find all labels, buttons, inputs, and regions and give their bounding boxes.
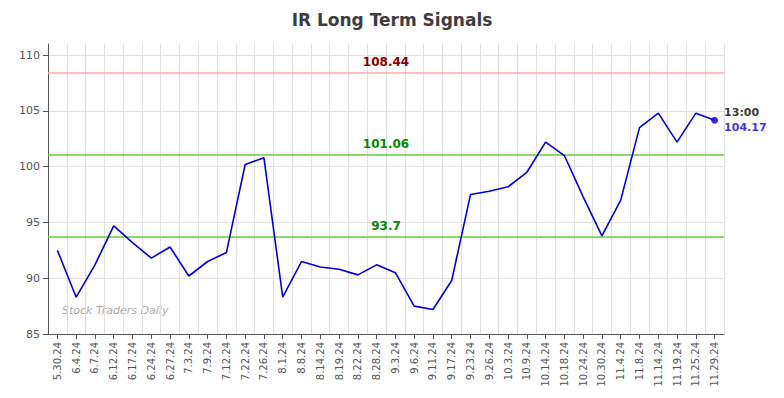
- svg-text:6.17.24: 6.17.24: [127, 342, 138, 380]
- svg-text:13:00: 13:00: [724, 106, 759, 119]
- svg-text:9.3.24: 9.3.24: [390, 342, 401, 374]
- svg-text:10.3.24: 10.3.24: [503, 342, 514, 380]
- svg-text:IR Long Term Signals: IR Long Term Signals: [292, 10, 493, 30]
- svg-text:10.9.24: 10.9.24: [521, 342, 532, 380]
- svg-text:11.14.24: 11.14.24: [653, 342, 664, 387]
- svg-text:11.8.24: 11.8.24: [634, 342, 645, 380]
- svg-text:9.6.24: 9.6.24: [409, 342, 420, 374]
- svg-text:6.4.24: 6.4.24: [71, 342, 82, 374]
- svg-text:5.30.24: 5.30.24: [52, 342, 63, 380]
- svg-text:10.14.24: 10.14.24: [540, 342, 551, 387]
- svg-text:6.27.24: 6.27.24: [165, 342, 176, 380]
- svg-text:7.22.24: 7.22.24: [240, 342, 251, 380]
- svg-text:9.17.24: 9.17.24: [446, 342, 457, 380]
- svg-text:10.30.24: 10.30.24: [596, 342, 607, 387]
- svg-text:6.12.24: 6.12.24: [108, 342, 119, 380]
- svg-text:8.14.24: 8.14.24: [315, 342, 326, 380]
- svg-text:Stock Traders Daily: Stock Traders Daily: [62, 304, 169, 317]
- svg-text:7.3.24: 7.3.24: [183, 342, 194, 374]
- svg-text:10.18.24: 10.18.24: [559, 342, 570, 387]
- svg-text:11.4.24: 11.4.24: [615, 342, 626, 380]
- svg-text:90: 90: [26, 272, 40, 285]
- svg-text:7.26.24: 7.26.24: [258, 342, 269, 380]
- svg-text:8.28.24: 8.28.24: [371, 342, 382, 380]
- svg-text:95: 95: [26, 216, 40, 229]
- svg-text:85: 85: [26, 328, 40, 341]
- svg-text:11.29.24: 11.29.24: [709, 342, 720, 387]
- svg-text:6.24.24: 6.24.24: [146, 342, 157, 380]
- svg-text:100: 100: [19, 160, 40, 173]
- svg-text:101.06: 101.06: [363, 137, 409, 151]
- svg-text:8.1.24: 8.1.24: [277, 342, 288, 374]
- svg-text:9.11.24: 9.11.24: [427, 342, 438, 380]
- svg-text:108.44: 108.44: [363, 55, 409, 69]
- svg-text:9.23.24: 9.23.24: [465, 342, 476, 380]
- svg-text:8.22.24: 8.22.24: [352, 342, 363, 380]
- svg-text:7.9.24: 7.9.24: [202, 342, 213, 374]
- svg-text:104.17: 104.17: [724, 121, 766, 134]
- svg-text:110: 110: [19, 49, 40, 62]
- svg-text:11.19.24: 11.19.24: [672, 342, 683, 387]
- svg-text:8.19.24: 8.19.24: [334, 342, 345, 380]
- svg-text:105: 105: [19, 104, 40, 117]
- svg-text:9.26.24: 9.26.24: [484, 342, 495, 380]
- svg-text:11.25.24: 11.25.24: [690, 342, 701, 387]
- svg-text:6.7.24: 6.7.24: [89, 342, 100, 374]
- svg-text:7.12.24: 7.12.24: [221, 342, 232, 380]
- svg-text:93.7: 93.7: [371, 219, 401, 233]
- svg-text:10.24.24: 10.24.24: [578, 342, 589, 387]
- svg-text:8.8.24: 8.8.24: [296, 342, 307, 374]
